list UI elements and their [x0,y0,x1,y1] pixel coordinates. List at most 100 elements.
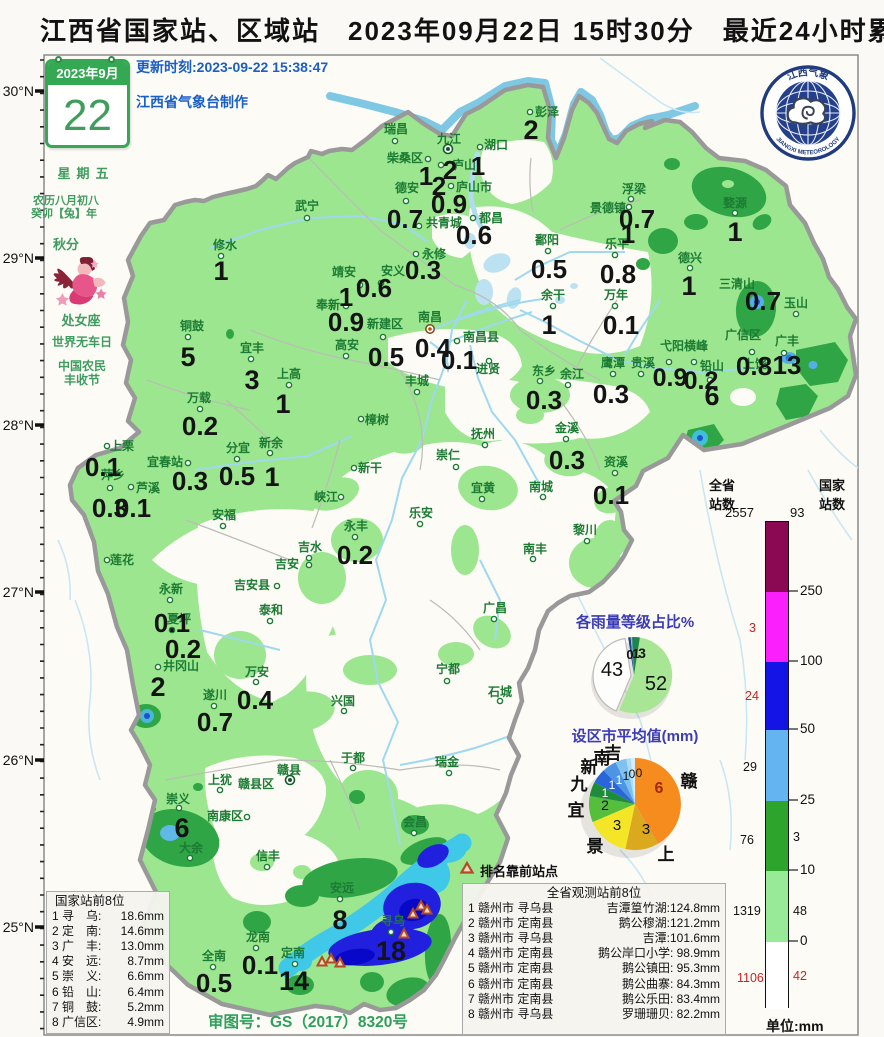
svg-text:南城: 南城 [529,479,553,494]
svg-text:43: 43 [601,659,623,681]
svg-text:广昌: 广昌 [483,600,507,615]
svg-text:0.1: 0.1 [593,480,629,510]
svg-text:14: 14 [279,966,309,996]
svg-text:1: 1 [616,773,623,787]
svg-text:九: 九 [570,775,588,794]
svg-text:5: 5 [180,342,195,372]
svg-text:三清山: 三清山 [719,276,755,291]
svg-text:1: 1 [541,310,556,340]
svg-text:新干: 新干 [358,460,382,475]
svg-text:崇仁: 崇仁 [436,447,460,462]
svg-text:0.8: 0.8 [736,351,772,381]
svg-text:宜黄: 宜黄 [471,480,495,495]
svg-text:德兴: 德兴 [678,250,702,265]
svg-text:会昌: 会昌 [403,814,427,829]
svg-text:大余: 大余 [179,840,204,855]
svg-text:0.1: 0.1 [154,608,190,638]
svg-text:贵溪: 贵溪 [631,355,656,370]
svg-text:芦溪: 芦溪 [136,480,161,495]
svg-text:铜鼓: 铜鼓 [180,318,205,333]
svg-text:0.1: 0.1 [85,452,121,482]
svg-text:0.2: 0.2 [182,411,218,441]
svg-text:瑞昌: 瑞昌 [384,121,408,136]
svg-text:玉山: 玉山 [784,295,808,310]
svg-text:新: 新 [581,757,598,777]
svg-text:万年: 万年 [603,287,628,302]
svg-text:奉新: 奉新 [315,297,340,312]
svg-text:0.1: 0.1 [242,950,278,980]
svg-text:0.4: 0.4 [237,685,274,715]
svg-text:万安: 万安 [244,664,269,679]
svg-text:1: 1 [471,151,485,181]
svg-text:庐山市: 庐山市 [456,179,492,194]
svg-text:永新: 永新 [158,581,183,596]
svg-text:寻乌: 寻乌 [381,913,405,928]
svg-text:0.8: 0.8 [600,259,636,289]
svg-text:3: 3 [638,645,646,661]
svg-text:上栗: 上栗 [110,438,134,453]
svg-text:赣县: 赣县 [277,762,301,777]
svg-text:1: 1 [681,271,696,301]
svg-text:0.7: 0.7 [745,286,781,316]
svg-text:新余: 新余 [259,435,284,450]
svg-text:1: 1 [602,786,609,800]
svg-text:萍乡: 萍乡 [101,467,125,482]
svg-text:广丰: 广丰 [775,333,799,348]
svg-text:广信区: 广信区 [725,327,761,342]
svg-text:吉安: 吉安 [275,556,299,571]
svg-text:靖安: 靖安 [332,264,356,279]
svg-text:余干: 余干 [540,287,565,302]
svg-text:0.3: 0.3 [405,255,441,285]
svg-text:3: 3 [244,365,259,395]
svg-text:修水: 修水 [212,237,238,252]
svg-text:6: 6 [704,381,719,411]
svg-text:0.5: 0.5 [368,342,404,372]
svg-text:0.2: 0.2 [165,634,201,664]
svg-text:新建区: 新建区 [367,316,403,331]
svg-text:0: 0 [636,766,643,780]
svg-text:1: 1 [275,389,290,419]
svg-text:吉安县: 吉安县 [234,577,270,592]
svg-text:德安: 德安 [395,180,419,195]
svg-text:高安: 高安 [335,337,359,352]
svg-text:乐安: 乐安 [409,505,433,520]
svg-text:万载: 万载 [186,390,211,405]
svg-text:0: 0 [626,647,633,662]
svg-text:0.9: 0.9 [653,364,688,392]
svg-text:1: 1 [623,769,630,783]
svg-text:1: 1 [621,219,635,249]
svg-text:丰城: 丰城 [405,373,429,388]
svg-text:1: 1 [727,217,742,247]
svg-text:1: 1 [609,778,616,792]
svg-text:宜春站: 宜春站 [147,454,183,469]
svg-text:2: 2 [523,115,538,145]
svg-text:0.2: 0.2 [337,540,373,570]
svg-text:0.4: 0.4 [415,333,452,363]
svg-text:上犹: 上犹 [208,772,232,787]
svg-text:景德镇: 景德镇 [590,200,626,215]
svg-text:南昌县: 南昌县 [463,329,499,344]
svg-text:乐平: 乐平 [605,236,629,251]
svg-text:婺源: 婺源 [722,195,747,210]
svg-text:上: 上 [658,845,675,864]
svg-text:1: 1 [213,256,228,286]
svg-text:2: 2 [432,171,446,201]
svg-text:13: 13 [773,350,802,380]
svg-text:52: 52 [645,673,667,695]
svg-text:0.5: 0.5 [196,968,232,998]
svg-text:全南: 全南 [201,948,226,963]
svg-text:龙南: 龙南 [246,929,270,944]
svg-text:黎川: 黎川 [573,522,597,537]
svg-text:18: 18 [376,936,406,966]
svg-text:弋阳横峰: 弋阳横峰 [660,338,709,353]
svg-text:瑞金: 瑞金 [435,754,460,769]
svg-text:兴国: 兴国 [331,693,355,708]
svg-text:0.1: 0.1 [441,345,477,375]
svg-text:6: 6 [655,780,664,797]
svg-text:夏坪: 夏坪 [167,612,191,626]
svg-text:0.5: 0.5 [531,254,567,284]
svg-text:上饶: 上饶 [743,356,767,371]
svg-text:2: 2 [601,797,609,813]
svg-text:上高: 上高 [277,366,301,381]
svg-text:都昌: 都昌 [478,210,503,225]
